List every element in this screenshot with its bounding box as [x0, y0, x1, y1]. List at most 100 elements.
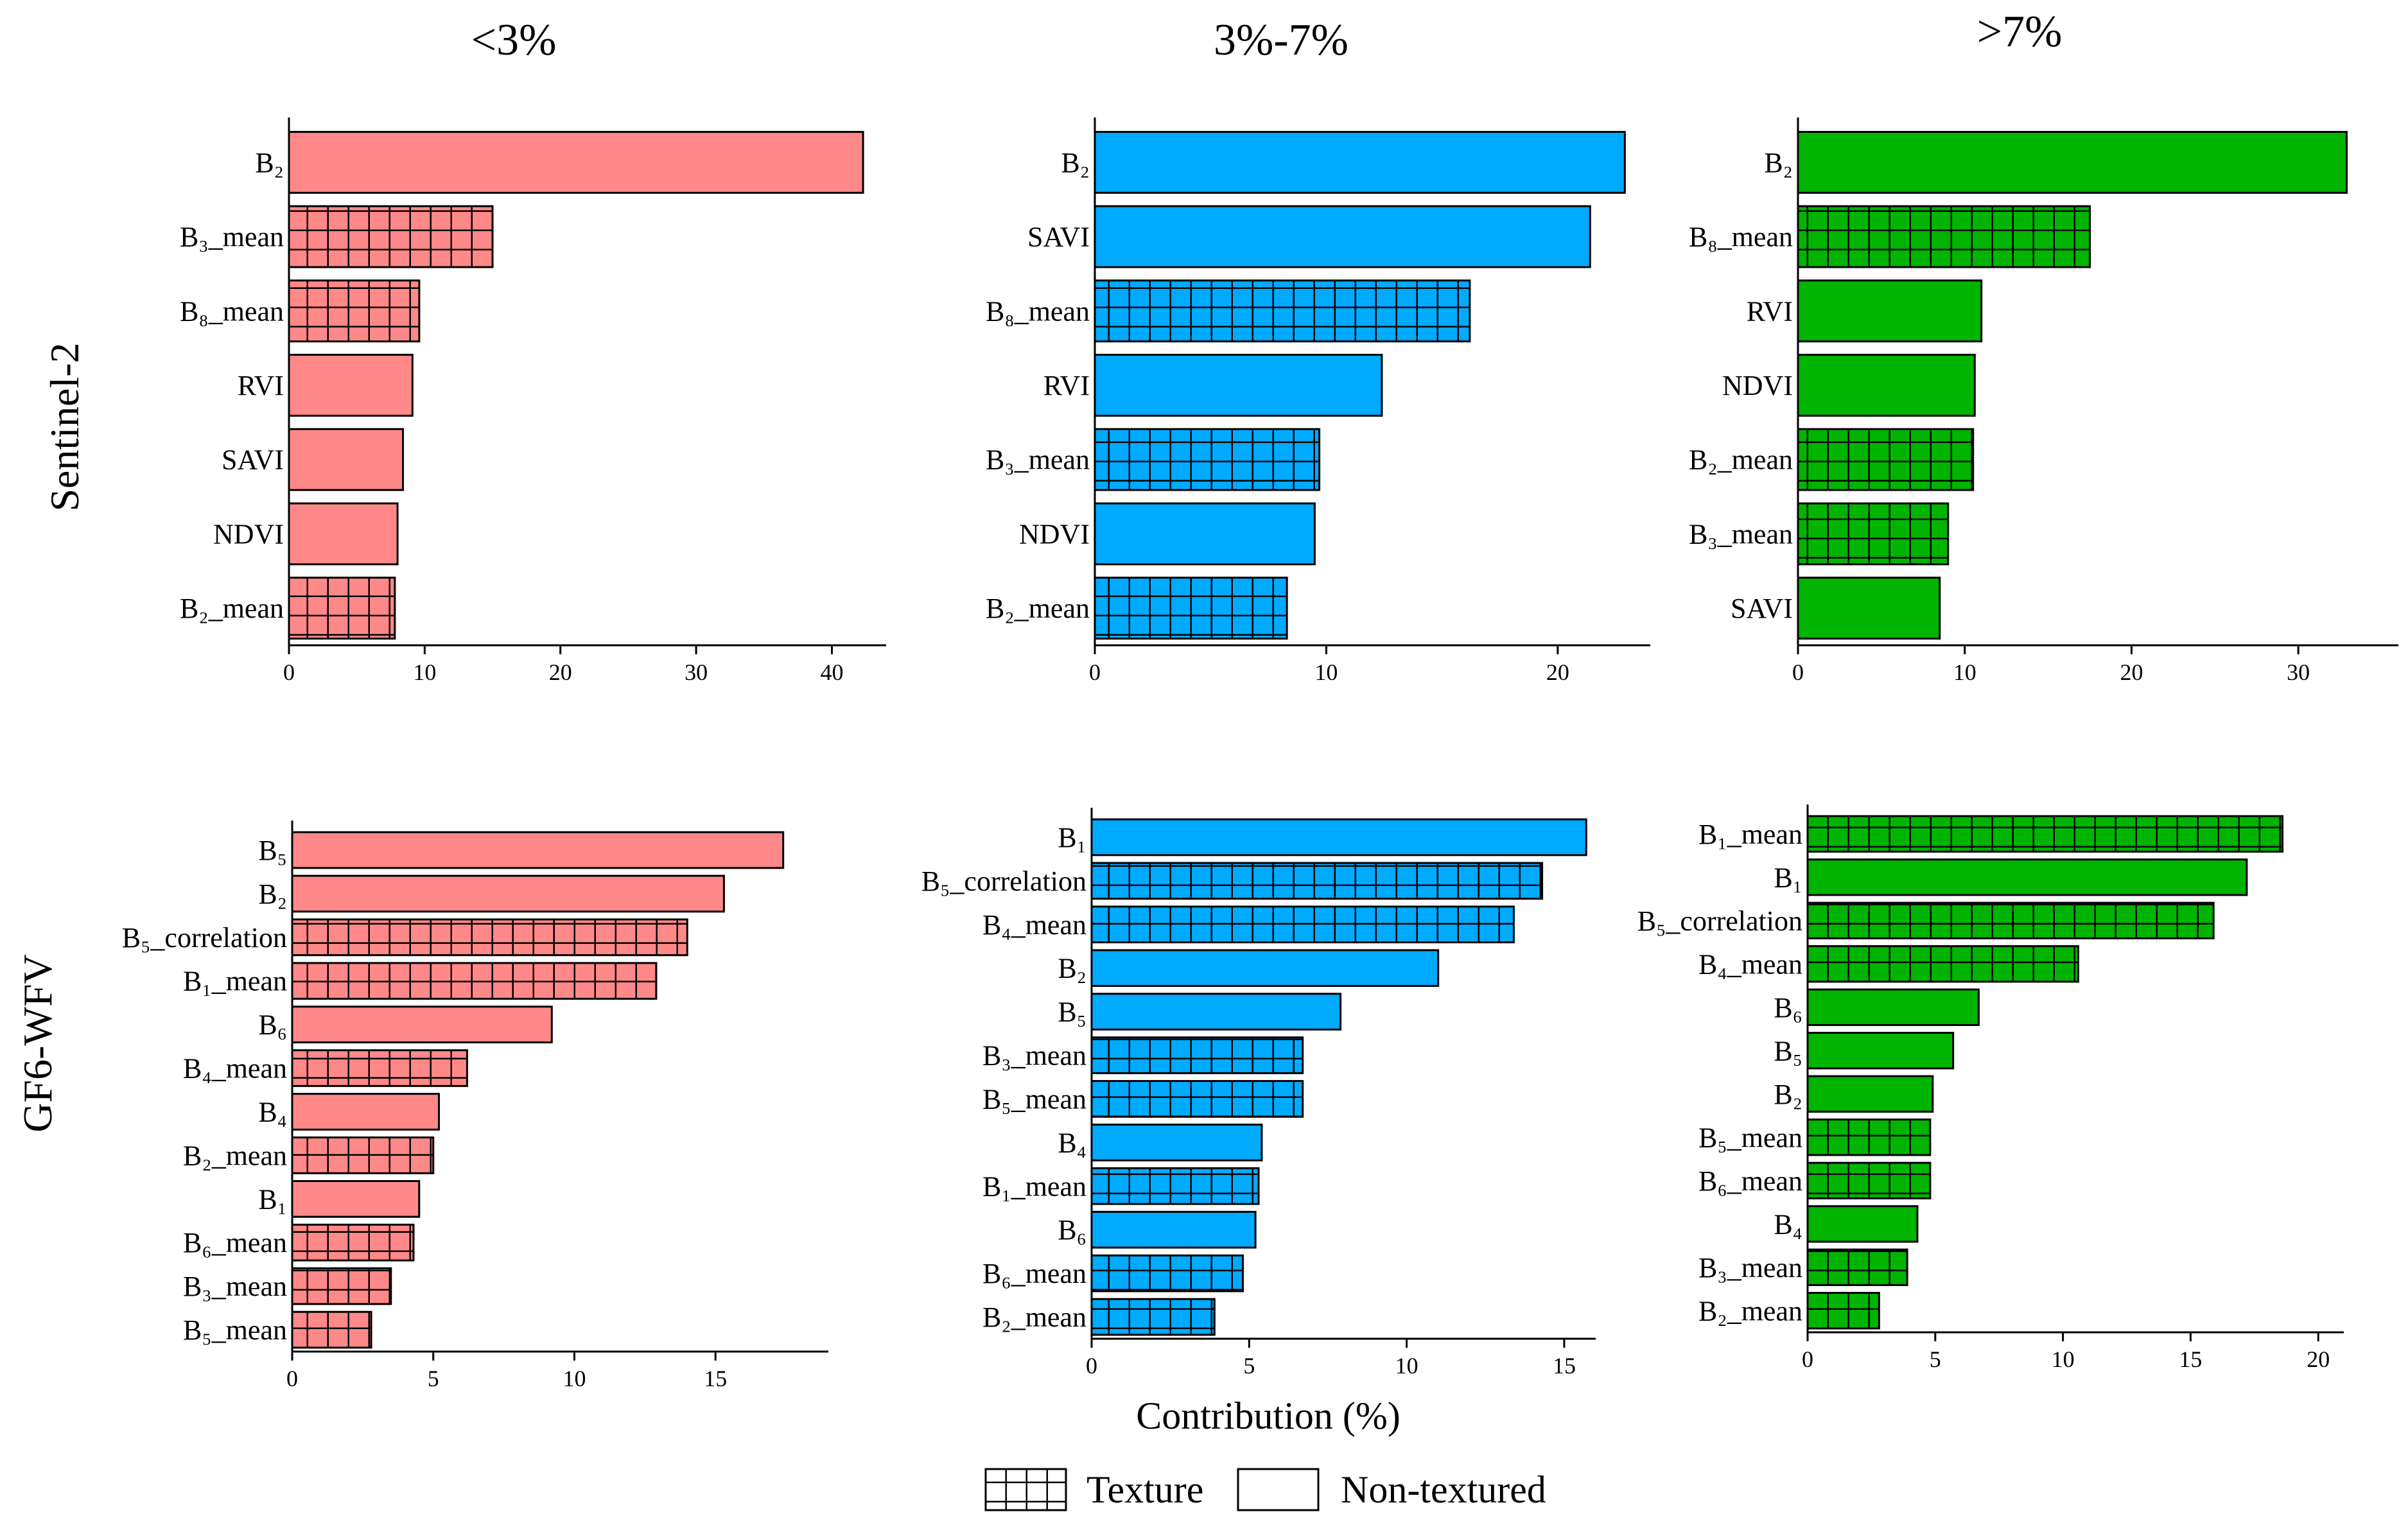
bar-label: NDVI	[1722, 370, 1793, 401]
chart-panel: B₁ B₅_correlation B₄_mean B₂ B₅ B₃_mean B₅_mea…	[921, 808, 1596, 1379]
bar-texture-hatch	[292, 1137, 433, 1174]
bar-non-textured	[1806, 858, 2248, 896]
x-tick-label: 15	[2179, 1346, 2202, 1372]
bar-texture-hatch	[1095, 280, 1470, 342]
bar-label: B₆_mean	[1698, 1165, 1802, 1197]
x-tick-label: 15	[1553, 1353, 1576, 1379]
bar-non-textured	[291, 831, 785, 869]
x-tick-label: 10	[1314, 659, 1338, 685]
x-tick-label: 10	[413, 659, 436, 685]
bar-label: B₁	[1774, 862, 1802, 893]
bar-texture-hatch	[1092, 1037, 1303, 1074]
row-title-gf6wfv: GF6-WFV	[15, 954, 60, 1132]
bar-label: B₃_mean	[183, 1271, 287, 1302]
column-title-low: <3%	[471, 15, 557, 65]
legend-nontextured-swatch	[1237, 1468, 1320, 1511]
x-tick-label: 20	[2120, 659, 2143, 685]
x-tick-label: 30	[2287, 659, 2310, 685]
bar-label: NDVI	[213, 518, 284, 550]
chart-panel: B₂ SAVI B₈_mean RVI B₃_mean NDVI B₂_mean 0 10 20	[986, 117, 1650, 685]
bar-non-textured	[1797, 130, 2348, 194]
bar-label: RVI	[1043, 370, 1090, 401]
legend-texture-pattern	[984, 1468, 1067, 1511]
bar-label: B₂	[255, 147, 284, 178]
bar-label: B₁	[258, 1183, 287, 1215]
bar-label: B₁	[1058, 822, 1086, 853]
bar-label: B₅_correlation	[1637, 905, 1802, 937]
bar-non-textured	[1806, 1075, 1934, 1113]
bar-non-textured	[1090, 818, 1587, 857]
bar-texture-hatch	[1092, 1168, 1259, 1205]
bar-texture-hatch	[1092, 906, 1514, 943]
x-tick-label: 5	[1930, 1346, 1941, 1372]
bar-non-textured	[1090, 1210, 1257, 1249]
legend-texture-label: Texture	[1086, 1468, 1203, 1511]
bar-label: B₈_mean	[1689, 222, 1793, 253]
bar-label: B₂_mean	[986, 593, 1090, 624]
x-tick-label: 10	[563, 1366, 586, 1391]
x-tick-label: 10	[1953, 659, 1976, 685]
bar-texture-hatch	[292, 1224, 414, 1261]
x-tick-label: 20	[2307, 1346, 2330, 1372]
bar-non-textured	[288, 502, 399, 566]
bar-texture-hatch	[1092, 1081, 1303, 1117]
x-tick-label: 0	[1792, 659, 1804, 685]
bar-label: SAVI	[1027, 222, 1090, 253]
x-tick-label: 10	[1395, 1353, 1418, 1379]
bar-texture-hatch	[1808, 1249, 1908, 1285]
bar-non-textured	[291, 1093, 441, 1131]
bar-label: B₆	[1058, 1214, 1086, 1246]
x-tick-label: 5	[1243, 1353, 1255, 1379]
bar-label: B₂	[258, 878, 287, 910]
bar-label: B₁_mean	[982, 1171, 1086, 1202]
bar-texture-hatch	[1808, 1119, 1930, 1155]
bar-label: B₅_mean	[1698, 1122, 1802, 1153]
bar-non-textured	[291, 1005, 553, 1043]
bar-texture-hatch	[292, 1268, 391, 1304]
bar-label: B₂	[1774, 1079, 1802, 1110]
bar-label: NDVI	[1019, 518, 1090, 550]
bar-texture-hatch	[1808, 946, 2079, 982]
bar-non-textured	[1094, 205, 1591, 268]
bar-texture-hatch	[1092, 1255, 1243, 1291]
bar-texture-hatch	[1808, 816, 2283, 852]
bar-texture-hatch	[292, 962, 656, 999]
x-tick-label: 30	[685, 659, 708, 685]
bar-label: SAVI	[1731, 593, 1793, 624]
bar-non-textured	[1090, 993, 1342, 1031]
bar-non-textured	[1797, 577, 1941, 640]
bar-non-textured	[288, 354, 414, 417]
bar-texture-hatch	[1092, 1299, 1215, 1335]
bar-label: RVI	[238, 370, 284, 401]
chart-panel: B₅ B₂ B₅_correlation B₁_mean B₆ B₄_mean B₄ B₂_m…	[122, 821, 828, 1391]
bar-texture-hatch	[292, 1312, 372, 1348]
bar-texture-hatch	[1095, 577, 1287, 639]
x-tick-label: 20	[1546, 659, 1569, 685]
bar-label: B₈_mean	[180, 295, 284, 327]
x-tick-label: 0	[1089, 659, 1101, 685]
bar-label: B₅_mean	[183, 1314, 287, 1346]
bar-label: B₂	[1061, 147, 1090, 178]
bar-texture-hatch	[1808, 1163, 1930, 1199]
bar-label: B₅	[1058, 996, 1086, 1028]
row-title-sentinel2: Sentinel-2	[42, 342, 87, 511]
bar-non-textured	[291, 875, 725, 913]
bar-label: B₄_mean	[183, 1053, 287, 1084]
legend-nontextured-label: Non-textured	[1341, 1468, 1546, 1511]
x-tick-label: 0	[1802, 1346, 1813, 1372]
bar-label: B₆	[258, 1009, 287, 1041]
bar-label: B₅_correlation	[921, 866, 1086, 897]
x-tick-label: 0	[286, 1366, 298, 1391]
bar-label: B₄_mean	[982, 909, 1086, 941]
x-tick-label: 20	[549, 659, 572, 685]
bar-label: B₆	[1774, 992, 1802, 1023]
bar-label: SAVI	[222, 444, 284, 476]
bar-non-textured	[1090, 949, 1440, 988]
bar-non-textured	[1094, 354, 1383, 417]
bar-label: B₂_mean	[183, 1140, 287, 1171]
bar-texture-hatch	[1092, 863, 1542, 899]
bar-label: B₄	[1058, 1127, 1086, 1158]
column-title-high: >7%	[1977, 7, 2063, 57]
bar-label: B₃_mean	[986, 444, 1090, 476]
